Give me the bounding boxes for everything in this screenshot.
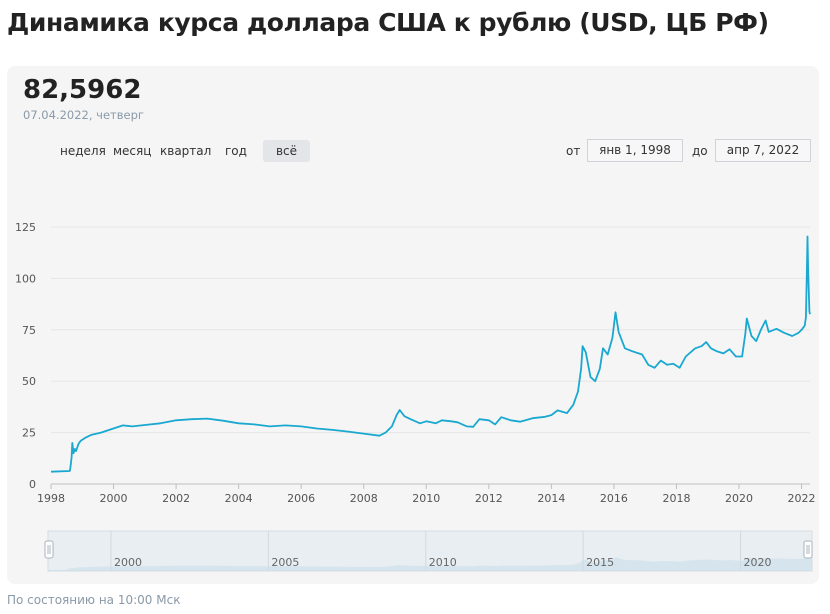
current-rate-value: 82,5962 [23,75,142,105]
range-to-label: до [692,144,708,158]
y-tick-label: 125 [15,221,36,234]
x-tick-label: 2000 [100,492,128,505]
current-rate-date: 07.04.2022, четверг [23,108,144,122]
grid-lines [51,226,810,485]
y-axis: 0 25 50 75 100 125 [15,221,36,491]
x-axis: 1998 2000 2002 2004 2006 2008 2010 2012 2014 2016… [37,484,816,505]
period-week-button[interactable]: неделя [60,144,106,158]
y-tick-label: 0 [29,478,36,491]
chart-card: 82,5962 07.04.2022, четверг неделя месяц… [7,66,819,584]
y-tick-label: 25 [22,427,36,440]
range-from-input[interactable]: янв 1, 1998 [587,139,683,162]
x-tick-label: 2010 [412,492,440,505]
range-from-label: от [566,144,581,158]
navigator-label: 2000 [114,556,142,569]
series-line [50,235,811,473]
navigator-label: 2010 [429,556,457,569]
x-tick-label: 2006 [287,492,315,505]
period-month-button[interactable]: месяц [113,144,152,158]
navigator-label: 2020 [744,556,772,569]
x-tick-label: 2012 [475,492,503,505]
navigator-label: 2015 [586,556,614,569]
rate-date-text: 07.04.2022 [23,108,89,122]
navigator[interactable]: 2000 2005 2010 2015 2020 [44,530,813,572]
y-tick-label: 75 [22,324,36,337]
navigator-right-handle[interactable] [803,540,813,559]
period-year-button[interactable]: год [225,144,247,158]
y-tick-label: 50 [22,375,36,388]
x-tick-label: 2016 [600,492,628,505]
x-tick-label: 2004 [225,492,253,505]
y-tick-label: 100 [15,272,36,285]
x-tick-label: 2018 [662,492,690,505]
x-tick-label: 2022 [788,492,816,505]
x-tick-label: 2014 [537,492,565,505]
navigator-left-handle[interactable] [44,540,54,559]
period-quarter-button[interactable]: квартал [160,144,212,158]
navigator-area [48,550,812,571]
x-tick-label: 1998 [37,492,65,505]
period-all-button[interactable]: всё [263,140,310,162]
range-to-input[interactable]: апр 7, 2022 [715,139,811,162]
footer-note: По состоянию на 10:00 Мск [7,593,181,607]
navigator-labels: 2000 2005 2010 2015 2020 [110,531,772,571]
page-title: Динамика курса доллара США к рублю (USD,… [7,8,769,37]
navigator-label: 2005 [271,556,299,569]
rate-weekday-text: четверг [96,108,144,122]
x-tick-label: 2008 [350,492,378,505]
x-tick-label: 2002 [162,492,190,505]
x-tick-label: 2020 [725,492,753,505]
